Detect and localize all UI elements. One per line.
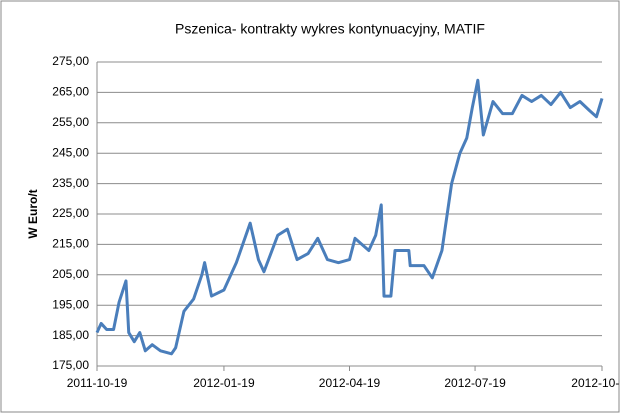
line-series xyxy=(95,78,604,356)
chart-title: Pszenica- kontrakty wykres kontynuacyjny… xyxy=(175,21,485,37)
x-tick-label: 2012-07-19 xyxy=(444,376,506,390)
y-tick-label: 215,00 xyxy=(52,237,89,251)
y-tick-label: 205,00 xyxy=(52,267,89,281)
y-tick-label: 245,00 xyxy=(52,145,89,159)
y-tick-label: 275,00 xyxy=(52,54,89,68)
y-tick-label: 265,00 xyxy=(52,85,89,99)
y-tick-label: 255,00 xyxy=(52,115,89,129)
y-tick-label: 185,00 xyxy=(52,328,89,342)
x-tick-label: 2011-10-19 xyxy=(67,376,128,390)
y-tick-label: 175,00 xyxy=(52,358,89,372)
x-tick-label: 2012-10-19 xyxy=(571,376,620,390)
y-tick-label: 235,00 xyxy=(52,176,89,190)
y-axis-label: W Euro/t xyxy=(26,189,40,238)
x-tick-label: 2012-04-19 xyxy=(319,376,381,390)
x-tick-label: 2012-01-19 xyxy=(193,376,255,390)
y-tick-label: 225,00 xyxy=(52,206,89,220)
y-tick-label: 195,00 xyxy=(52,297,89,311)
